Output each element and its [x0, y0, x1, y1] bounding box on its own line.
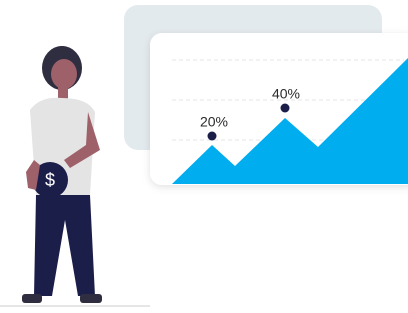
- label: 40%: [272, 86, 300, 102]
- coin-symbol: $: [45, 170, 55, 190]
- point: [208, 132, 217, 141]
- face: [51, 59, 77, 89]
- illustration: 20% 40% $: [0, 0, 408, 313]
- shoe: [22, 294, 42, 303]
- pants: [34, 195, 95, 296]
- label: 20%: [200, 114, 228, 130]
- point: [281, 104, 290, 113]
- shoe: [80, 294, 102, 303]
